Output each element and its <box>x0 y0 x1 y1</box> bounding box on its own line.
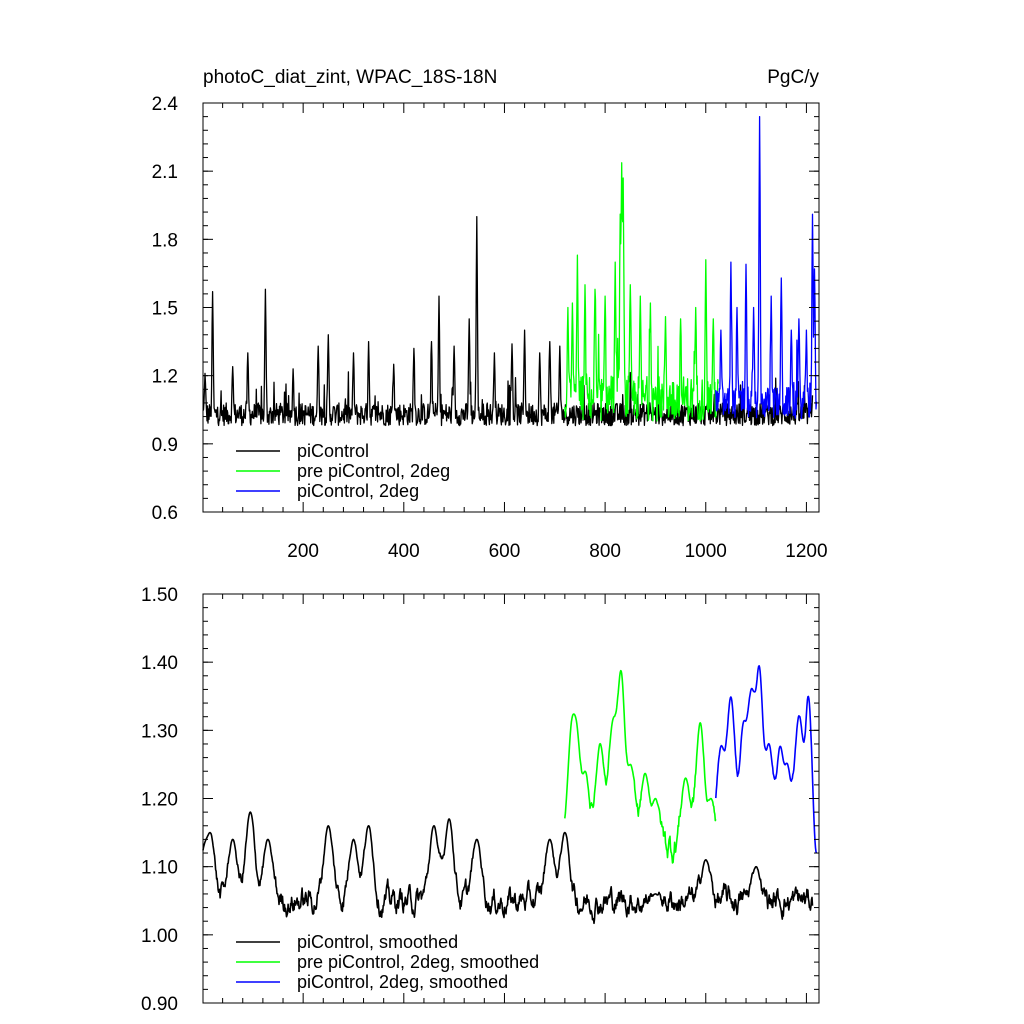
y-tick-label: 1.50 <box>141 585 178 606</box>
bottom-plot-frame <box>202 593 820 1004</box>
y-tick-label: 1.40 <box>141 653 178 674</box>
x-tick-label: 600 <box>489 541 521 562</box>
x-tick-label: 800 <box>589 541 621 562</box>
y-tick-label: 0.90 <box>141 994 178 1015</box>
bottom-panel-ticks: 0.90 1.00 1.10 1.20 1.30 1.40 1.50 <box>141 585 819 1015</box>
bottom-panel-series <box>202 664 818 925</box>
y-tick-label: 1.30 <box>141 721 178 742</box>
y-tick-label: 1.2 <box>152 367 178 388</box>
series-line-1 <box>564 669 717 864</box>
x-tick-label: 200 <box>287 541 319 562</box>
y-tick-label: 1.8 <box>152 230 178 251</box>
series-line-0 <box>202 811 814 925</box>
x-tick-label: 1200 <box>785 541 827 562</box>
top-panel-series <box>202 115 818 427</box>
series-line-2 <box>715 115 818 420</box>
legend-label: piControl, 2deg, smoothed <box>297 972 508 992</box>
bottom-panel: 0.90 1.00 1.10 1.20 1.30 1.40 1.50 piControl, … <box>141 585 820 1015</box>
top-plot-frame <box>202 102 820 513</box>
panel-title: photoC_diat_zint, WPAC_18S-18N <box>203 67 497 88</box>
y-tick-label: 0.6 <box>152 503 178 524</box>
y-tick-label: 0.9 <box>152 435 178 456</box>
series-line-2 <box>715 664 818 854</box>
legend-label: piControl, smoothed <box>297 932 458 952</box>
legend-label: pre piControl, 2deg, smoothed <box>297 952 539 972</box>
top-panel: photoC_diat_zint, WPAC_18S-18N PgC/y 0.6… <box>152 67 828 562</box>
legend-label: piControl, 2deg <box>297 481 419 501</box>
y-tick-label: 1.10 <box>141 858 178 879</box>
legend-label: piControl <box>297 441 369 461</box>
y-tick-label: 1.20 <box>141 790 178 811</box>
y-tick-label: 2.1 <box>152 162 178 183</box>
units-label: PgC/y <box>767 67 819 88</box>
y-tick-label: 2.4 <box>152 94 179 115</box>
legend-label: pre piControl, 2deg <box>297 461 450 481</box>
series-line-1 <box>564 162 719 422</box>
x-tick-label: 400 <box>388 541 420 562</box>
y-tick-label: 1.5 <box>152 299 178 320</box>
y-tick-label: 1.00 <box>141 926 178 947</box>
series-line-0 <box>202 215 814 427</box>
x-tick-label: 1000 <box>685 541 727 562</box>
top-panel-ticks: 0.6 0.9 1.2 1.5 1.8 2.1 2.4 200 400 600 800 1000 120… <box>152 94 828 562</box>
